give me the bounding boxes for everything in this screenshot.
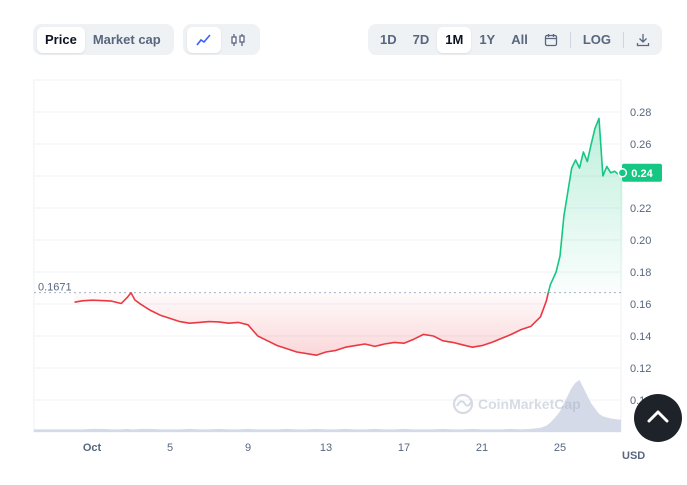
x-tick-label: Oct [83, 442, 102, 454]
plot-frame [33, 79, 622, 433]
tab-price[interactable]: Price [37, 26, 85, 53]
range-1m[interactable]: 1M [437, 26, 472, 53]
x-tick-label: 17 [398, 442, 410, 454]
x-tick-label: 9 [245, 442, 251, 454]
log-scale-toggle[interactable]: LOG [582, 32, 611, 47]
volume-area [34, 380, 623, 432]
chart-type-toggle [183, 24, 260, 55]
current-price-label: 0.24 [631, 168, 653, 180]
y-tick-label: 0.18 [630, 267, 651, 279]
range-1y[interactable]: 1Y [479, 32, 496, 47]
calendar-button[interactable] [536, 27, 566, 53]
grid-lines [34, 111, 621, 401]
download-button[interactable] [628, 27, 658, 53]
area-fill-up [548, 118, 623, 293]
range-1d[interactable]: 1D [380, 32, 397, 47]
y-tick-label: 0.14 [630, 331, 651, 343]
x-tick-label: 13 [320, 442, 332, 454]
current-price-badge: 0.24 [622, 163, 662, 182]
range-7d[interactable]: 7D [412, 32, 430, 47]
price-line-up [547, 117, 623, 293]
toolbar-divider [623, 31, 624, 48]
y-tick-label: 0.28 [630, 107, 651, 119]
y-axis: 0.280.260.240.220.200.180.160.140.120.10 [630, 107, 651, 407]
y-tick-label: 0.16 [630, 299, 651, 311]
coinmarketcap-watermark: CoinMarketCap [452, 393, 581, 415]
chevron-up-icon [647, 409, 669, 428]
candlestick-icon [230, 33, 246, 47]
x-tick-label: 21 [476, 442, 488, 454]
candlestick-button[interactable] [221, 27, 255, 53]
y-tick-label: 0.26 [630, 139, 651, 151]
range-toolbar: 1D 7D 1M 1Y All LOG [368, 24, 662, 55]
price-line-down [74, 292, 550, 356]
price-line [74, 117, 623, 356]
download-icon [636, 33, 650, 47]
area-fill-down [74, 292, 549, 356]
scroll-to-top-button[interactable] [634, 394, 682, 442]
range-all[interactable]: All [511, 32, 528, 47]
y-tick-label: 0.22 [630, 203, 651, 215]
reference-label: 0.1671 [38, 282, 72, 294]
x-axis: Oct 5 9 13 17 21 25 [83, 442, 566, 454]
toolbar-divider [569, 31, 571, 48]
tab-market-cap[interactable]: Market cap [92, 32, 161, 47]
metric-toggle: Price Market cap [33, 24, 174, 55]
area-fills [74, 118, 623, 356]
x-tick-label: 25 [554, 442, 566, 454]
y-tick-label: 0.12 [630, 363, 651, 375]
line-chart-icon [196, 33, 212, 46]
watermark-text: CoinMarketCap [478, 396, 581, 412]
y-tick-label: 0.20 [630, 235, 651, 247]
line-chart-button[interactable] [187, 26, 221, 53]
x-tick-label: 5 [167, 442, 173, 454]
current-price-dot [617, 168, 628, 178]
currency-label: USD [622, 450, 645, 462]
volume-bars [34, 380, 623, 432]
calendar-icon [544, 33, 558, 47]
